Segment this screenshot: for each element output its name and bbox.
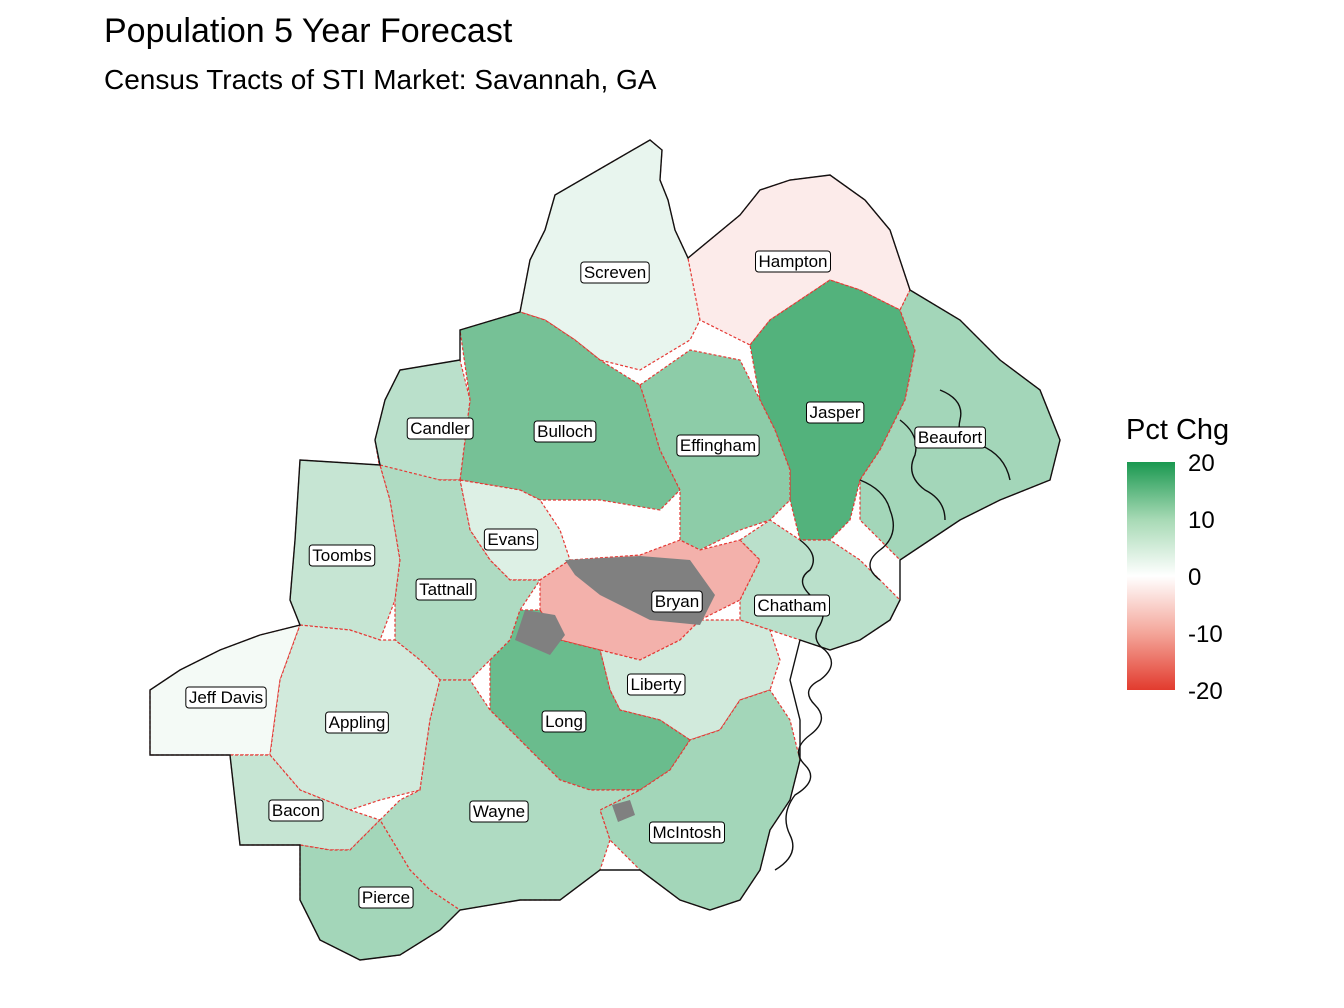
legend-tick-label: -20 — [1188, 678, 1223, 705]
county-label-box — [406, 417, 474, 440]
chart-subtitle: Census Tracts of STI Market: Savannah, G… — [104, 64, 657, 95]
county-label-box — [308, 544, 376, 567]
county-label-text: Screven — [584, 263, 646, 282]
legend-tick-label: -10 — [1188, 621, 1223, 648]
county-label-box — [415, 578, 477, 601]
county-label-text: Long — [545, 712, 583, 731]
coastal-islands — [774, 389, 1011, 871]
county-label: Bacon — [268, 799, 324, 822]
county-label-box — [580, 261, 650, 284]
county-label: Chatham — [754, 594, 830, 617]
county-label-box — [483, 528, 539, 551]
county-label-text: Chatham — [758, 596, 827, 615]
county-label-box — [676, 434, 760, 457]
county-label: Bryan — [651, 590, 703, 613]
county-label-text: Beaufort — [918, 428, 983, 447]
county-label: Pierce — [358, 886, 414, 909]
legend-colorbar — [1127, 462, 1175, 690]
county-label-text: Liberty — [630, 675, 682, 694]
county-label: Beaufort — [914, 426, 986, 449]
county-label-box — [358, 886, 414, 909]
county-label: Long — [541, 710, 587, 733]
county-liberty — [599, 619, 781, 741]
county-label: Bulloch — [533, 420, 597, 443]
legend-tick-label: 0 — [1188, 564, 1202, 591]
chart-title: Population 5 Year Forecast — [104, 12, 513, 50]
legend-tick-label: 10 — [1188, 507, 1215, 534]
county-label: Liberty — [626, 673, 686, 696]
county-label-text: McIntosh — [653, 823, 722, 842]
county-label-text: Wayne — [473, 802, 525, 821]
region-outline — [149, 139, 1061, 961]
county-tattnall — [379, 464, 542, 681]
county-label-box — [541, 710, 587, 733]
county-label-box — [268, 799, 324, 822]
county-label-box — [754, 594, 830, 617]
legend-tick-label: 20 — [1188, 450, 1215, 477]
county-label-text: Jasper — [809, 403, 860, 422]
county-label-box — [325, 711, 389, 734]
county-labels: Screven Hampton Candler Bulloch Effingham Jas… — [185, 250, 986, 909]
county-label-box — [469, 800, 529, 823]
county-label: Hampton — [755, 250, 831, 273]
county-label: Wayne — [469, 800, 529, 823]
county-fills — [149, 139, 1061, 961]
county-label-text: Toombs — [312, 546, 372, 565]
missing-tract — [515, 610, 565, 655]
county-label: Tattnall — [415, 578, 477, 601]
county-label-text: Bulloch — [537, 422, 593, 441]
county-label-box — [533, 420, 597, 443]
county-label-text: Pierce — [362, 888, 410, 907]
county-label-text: Appling — [329, 713, 386, 732]
county-label-text: Tattnall — [419, 580, 473, 599]
county-label-text: Bacon — [272, 801, 320, 820]
county-label: McIntosh — [649, 821, 725, 844]
county-label-text: Effingham — [680, 436, 756, 455]
county-label-box — [805, 401, 865, 424]
county-label: Appling — [325, 711, 389, 734]
county-label: Jeff Davis — [185, 686, 267, 709]
county-label: Screven — [580, 261, 650, 284]
county-label: Candler — [406, 417, 474, 440]
coastline — [149, 139, 1061, 961]
county-label-text: Evans — [487, 530, 534, 549]
legend-title: Pct Chg — [1126, 414, 1230, 446]
county-label-text: Jeff Davis — [189, 688, 263, 707]
county-label-box — [651, 590, 703, 613]
missing-tract — [612, 800, 635, 822]
county-label: Toombs — [308, 544, 376, 567]
county-label: Effingham — [676, 434, 760, 457]
county-label-text: Hampton — [759, 252, 828, 271]
county-label-box — [755, 250, 831, 273]
county-label-box — [649, 821, 725, 844]
county-label-box — [914, 426, 986, 449]
county-label-text: Bryan — [655, 592, 699, 611]
county-label: Evans — [483, 528, 539, 551]
county-label-box — [185, 686, 267, 709]
county-label-text: Candler — [410, 419, 470, 438]
county-label-box — [626, 673, 686, 696]
county-label: Jasper — [805, 401, 865, 424]
